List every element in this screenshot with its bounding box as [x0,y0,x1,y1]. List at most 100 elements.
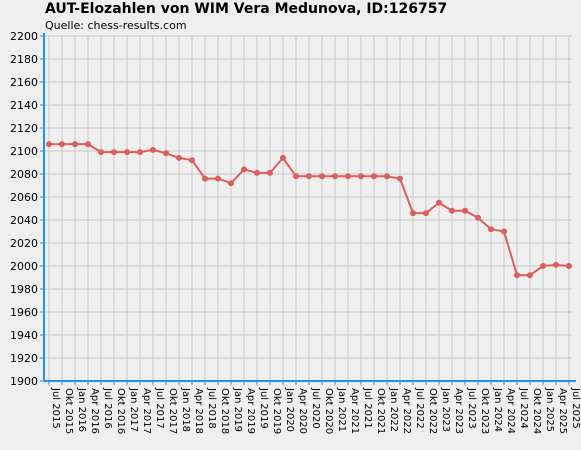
data-point [345,173,351,180]
data-point [98,149,104,156]
x-tick-label: Jul 2023 [466,387,477,429]
data-point [475,214,481,221]
x-tick-label: Okt 2021 [375,388,386,434]
x-tick-label: Jan 2019 [232,387,243,432]
x-tick-label: Jul 2017 [154,387,165,429]
y-tick-label: 2040 [10,214,38,227]
x-tick-label: Okt 2016 [115,388,126,434]
y-tick-labels: 1900 1920 1940 1960 1980 2000 2020 2040 2060 2080… [10,30,38,388]
data-point [202,175,208,182]
y-tick-label: 1920 [10,352,38,365]
grid [44,35,572,382]
x-tick-label: Jan 2017 [128,387,139,432]
data-point [267,169,273,176]
y-tick-label: 1900 [10,375,38,388]
y-tick-label: 2160 [10,76,38,89]
x-tick-label: Jul 2022 [414,387,425,429]
data-point [462,207,468,214]
x-tick-label: Apr 2022 [401,388,412,434]
y-tick-label: 2140 [10,99,38,112]
y-tick-label: 1940 [10,329,38,342]
x-tick-label: Okt 2022 [427,388,438,434]
x-tick-label: Okt 2023 [479,388,490,434]
x-tick-label: Jan 2018 [180,387,191,432]
data-point [371,173,377,180]
data-point [189,157,195,164]
data-point [501,228,507,235]
data-point [176,154,182,161]
data-point [241,166,247,173]
y-tick-label: 2180 [10,53,38,66]
x-tick-label: Apr 2018 [193,388,204,434]
x-tick-label: Jan 2020 [284,387,295,432]
data-point [293,173,299,180]
data-point [124,149,130,156]
x-tick-label: Jul 2020 [310,387,321,429]
data-point [384,173,390,180]
y-tick-label: 2060 [10,191,38,204]
plot-area [44,36,572,381]
data-point [137,149,143,156]
data-point [423,210,429,217]
data-point [85,141,91,148]
data-point [150,146,156,153]
x-tick-label: Apr 2017 [141,388,152,434]
x-tick-label: Apr 2016 [89,388,100,434]
y-tick-label: 1960 [10,306,38,319]
x-tick-label: Jul 2021 [362,387,373,429]
x-tick-label: Apr 2021 [349,388,360,434]
data-point [280,154,286,161]
data-point [410,210,416,217]
x-tick-label: Jan 2021 [336,387,347,432]
x-tick-label: Apr 2025 [557,388,568,434]
data-point [566,263,572,269]
x-tick-label: Jan 2025 [544,387,555,432]
x-tick-labels: Jul 2015 Okt 2015 Jan 2016 Apr 2016 Jul 2016… [50,387,581,434]
data-point [254,169,260,176]
x-tick-label: Apr 2020 [297,388,308,434]
data-point [397,175,403,182]
x-tick-label: Jan 2016 [76,387,87,432]
x-tick-label: Jul 2019 [258,387,269,429]
data-point [540,263,546,269]
data-point [228,180,234,187]
data-point [436,199,442,206]
data-point [111,149,117,156]
data-point [46,141,52,148]
y-tick-label: 2080 [10,168,38,181]
data-point [332,173,338,180]
x-tick-label: Jul 2018 [206,387,217,429]
data-point [215,175,221,182]
series [46,141,572,279]
data-point [72,141,78,148]
data-point [488,226,494,233]
x-tick-label: Okt 2018 [219,388,230,434]
data-point [59,141,65,148]
x-tick-label: Apr 2023 [453,388,464,434]
y-tick-label: 1980 [10,283,38,296]
data-point [319,173,325,180]
data-point [306,173,312,180]
y-tick-label: 2100 [10,145,38,158]
data-point [553,261,559,268]
x-tick-label: Jul 2025 [570,387,581,429]
y-tick-label: 2200 [10,30,38,43]
data-point [449,207,455,214]
chart-subtitle: Quelle: chess-results.com [45,19,187,32]
axes [40,33,576,385]
x-tick-label: Okt 2015 [63,388,74,434]
x-tick-label: Apr 2019 [245,388,256,434]
x-tick-label: Okt 2024 [531,388,542,434]
y-tick-label: 2020 [10,237,38,250]
data-point [514,272,520,279]
y-tick-label: 2120 [10,122,38,135]
data-point [527,272,533,279]
x-tick-label: Jul 2024 [518,387,529,429]
data-point [358,173,364,180]
x-tick-label: Jul 2015 [50,387,61,429]
x-tick-label: Jan 2024 [492,387,503,432]
x-tick-label: Jan 2023 [440,387,451,432]
chart-title: AUT-Elozahlen von WIM Vera Medunova, ID:… [45,1,448,17]
x-tick-label: Apr 2024 [505,388,516,434]
